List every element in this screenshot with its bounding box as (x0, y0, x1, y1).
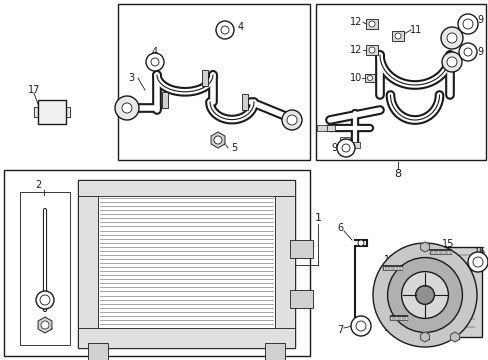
Bar (339, 137, 349, 143)
Bar (38, 100, 66, 124)
Bar (315, 4, 485, 160)
Text: 5: 5 (230, 143, 237, 153)
Bar (274, 180, 294, 348)
Circle shape (146, 53, 163, 71)
Polygon shape (211, 132, 224, 148)
Text: 9: 9 (476, 15, 482, 25)
Polygon shape (420, 242, 428, 252)
Bar (78, 180, 294, 348)
Bar (78, 180, 98, 348)
Bar (202, 70, 207, 86)
Circle shape (446, 33, 456, 43)
Bar (78, 180, 294, 196)
Circle shape (467, 252, 487, 272)
Circle shape (282, 110, 302, 130)
Circle shape (151, 58, 159, 66)
Text: 9: 9 (476, 47, 482, 57)
Circle shape (341, 144, 349, 152)
Circle shape (40, 295, 50, 305)
Bar (365, 19, 377, 29)
Bar (424, 247, 481, 337)
Text: 1: 1 (314, 213, 321, 223)
Circle shape (401, 271, 447, 318)
Circle shape (458, 43, 476, 61)
Bar (349, 142, 359, 148)
Circle shape (446, 57, 456, 67)
Bar (4, 170, 309, 356)
Bar (66, 107, 70, 117)
Bar (364, 74, 374, 82)
Bar (88, 343, 108, 360)
Text: 4: 4 (238, 22, 244, 32)
Circle shape (41, 321, 49, 329)
Text: 2: 2 (35, 180, 41, 190)
Text: 14: 14 (383, 323, 395, 333)
Text: 7: 7 (336, 325, 343, 335)
Text: 8: 8 (394, 169, 401, 179)
Bar (78, 328, 294, 348)
Circle shape (286, 115, 296, 125)
Bar (34, 107, 38, 117)
Bar (325, 125, 334, 131)
Circle shape (350, 316, 370, 336)
Circle shape (368, 47, 374, 53)
Text: 17: 17 (28, 85, 40, 95)
Bar (316, 125, 326, 131)
Bar (289, 290, 312, 308)
Circle shape (440, 27, 462, 49)
Circle shape (355, 321, 365, 331)
Polygon shape (450, 332, 458, 342)
Text: 12: 12 (349, 45, 362, 55)
Text: 11: 11 (409, 25, 421, 35)
Text: 12: 12 (349, 17, 362, 27)
Circle shape (36, 291, 54, 309)
Polygon shape (38, 317, 52, 333)
Circle shape (214, 136, 222, 144)
Circle shape (357, 240, 363, 246)
Bar (162, 92, 168, 108)
Bar (20, 192, 70, 345)
Circle shape (368, 21, 374, 27)
Bar (289, 240, 312, 258)
Text: 10: 10 (349, 73, 362, 83)
Circle shape (216, 21, 234, 39)
Text: 16: 16 (473, 247, 485, 257)
Circle shape (394, 33, 400, 39)
Circle shape (415, 285, 433, 304)
Bar (365, 45, 377, 55)
Circle shape (463, 48, 471, 56)
Bar (264, 343, 285, 360)
Circle shape (115, 96, 139, 120)
Circle shape (441, 52, 461, 72)
Circle shape (462, 19, 472, 29)
Polygon shape (420, 332, 428, 342)
Circle shape (387, 257, 462, 332)
Bar (391, 31, 403, 41)
Circle shape (221, 26, 228, 34)
Text: 4: 4 (152, 47, 158, 57)
Bar (242, 94, 247, 110)
Circle shape (122, 103, 132, 113)
Bar (118, 4, 309, 160)
Circle shape (372, 243, 476, 347)
Text: 9: 9 (330, 143, 336, 153)
Circle shape (336, 139, 354, 157)
Circle shape (367, 76, 372, 81)
Circle shape (457, 14, 477, 34)
Text: 6: 6 (336, 223, 343, 233)
Text: 15: 15 (441, 239, 453, 249)
Text: 13: 13 (383, 255, 395, 265)
Circle shape (472, 257, 482, 267)
Text: 3: 3 (128, 73, 134, 83)
